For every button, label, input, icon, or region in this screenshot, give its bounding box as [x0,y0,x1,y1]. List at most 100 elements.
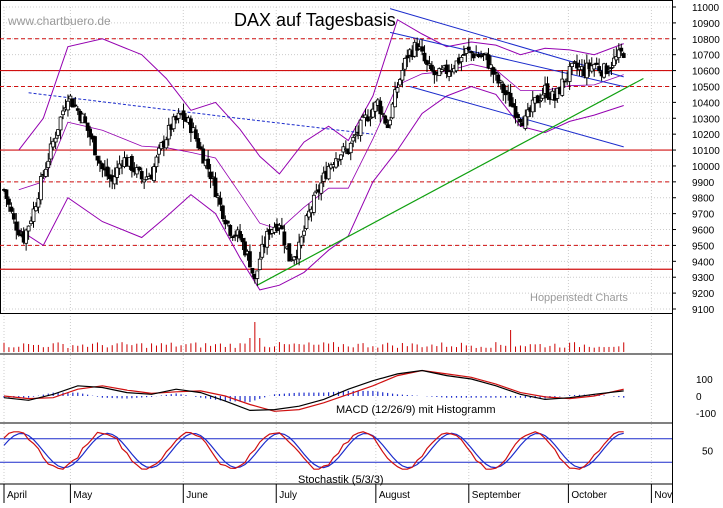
candle-body [402,57,407,70]
candle-body [4,189,9,199]
candle-body [405,55,410,59]
candle-body [611,57,616,67]
candle-body [58,116,63,131]
candle-body [61,110,65,116]
candle-body [88,128,92,138]
candle-body [29,220,33,225]
candle-body [464,48,469,54]
candle-body [142,179,147,183]
candle-body [461,53,466,56]
candle-body [250,267,255,274]
candle-body [100,163,105,170]
month-label: Nov [654,490,672,501]
candle-body [93,136,97,156]
candle-body [243,241,247,256]
candle-body [597,66,602,72]
candle-body [400,70,405,81]
price-tick-label: 10600 [692,67,720,78]
candle-body [437,68,442,77]
candle-body [489,64,493,69]
candle-body [501,83,506,94]
candle-body [425,60,429,65]
price-tick-label: 10900 [692,19,720,30]
candle-body [134,167,139,175]
candle-body [112,176,117,185]
candle-body [115,167,120,178]
candle-body [444,64,449,74]
candle-body [73,104,78,107]
candle-body [48,143,53,160]
macd-line [3,369,624,412]
candle-body [225,220,230,224]
candle-body [7,198,11,205]
candle-body [358,119,363,137]
candle-body [218,197,223,205]
stoch-tick-label: 50 [702,447,714,458]
candle-body [139,171,144,180]
macd-tick-label: 100 [696,375,713,386]
candle-body [43,168,48,177]
candle-body [181,110,186,121]
candle-body [282,231,287,246]
candle-body [83,116,88,123]
candle-body [430,64,434,71]
candle-body [95,155,100,161]
candle-body [176,112,181,119]
candle-body [34,206,38,212]
candle-body [255,270,260,279]
stoch-label: Stochastik (5/3/3) [298,474,384,486]
price-tick-label: 9100 [692,305,715,316]
candle-body [469,51,474,54]
candle-body [511,103,515,108]
candle-body [265,231,270,248]
candle-body [584,62,589,79]
candle-body [287,243,292,262]
price-tick-label: 9400 [692,257,715,268]
candle-body [248,251,252,268]
price-tick-label: 10700 [692,51,720,62]
candle-body [196,138,201,149]
candle-body [466,46,471,51]
macd-signal-line [3,369,624,412]
candle-body [570,62,574,67]
month-label: August [379,490,410,501]
candle-body [398,79,402,86]
candle-body [334,158,338,168]
candle-body [233,234,238,237]
uptrend-line [257,77,644,286]
candle-body [395,87,400,93]
candle-body [51,140,56,148]
candle-body [604,65,609,75]
candle-body [351,137,356,142]
candle-body [538,100,543,103]
candle-body [105,166,110,177]
credit-label: Hoppenstedt Charts [530,292,628,304]
candle-body [592,64,597,70]
candle-body [609,67,614,69]
month-label: October [571,490,607,501]
candle-body [164,139,169,149]
candle-body [56,129,61,136]
candle-body [9,206,14,212]
dashed-downtrend-line [28,92,373,135]
candle-body [137,166,142,171]
candle-body [427,63,432,66]
candle-body [535,95,540,104]
month-label: May [73,490,92,501]
candle-body [75,108,80,111]
candle-body [228,225,233,236]
macd-label: MACD (12/26/9) mit Histogramm [336,404,496,416]
candle-body [213,177,218,198]
candle-body [508,92,513,107]
candle-body [621,53,626,58]
candle-body [422,52,427,62]
candle-body [616,49,621,58]
price-tick-label: 10100 [692,146,720,157]
candle-body [230,236,235,239]
candle-body [166,124,171,140]
candle-body [454,60,459,72]
candle-body [336,158,341,162]
macd-tick-label: 0 [696,392,702,403]
